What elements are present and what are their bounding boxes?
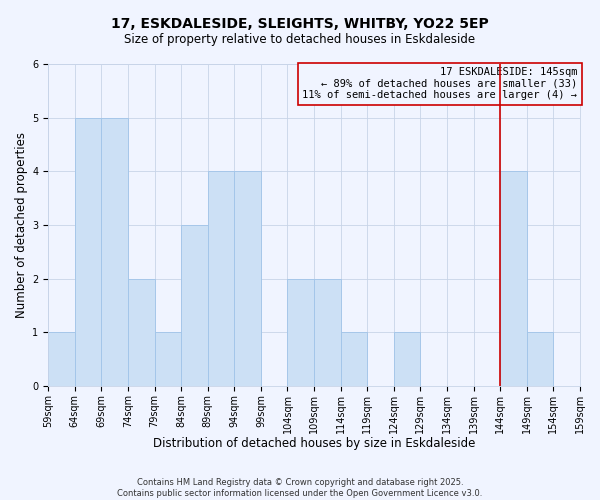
Bar: [181, 225, 208, 386]
Text: 17, ESKDALESIDE, SLEIGHTS, WHITBY, YO22 5EP: 17, ESKDALESIDE, SLEIGHTS, WHITBY, YO22 …: [111, 18, 489, 32]
Bar: [234, 172, 261, 386]
Text: Contains HM Land Registry data © Crown copyright and database right 2025.
Contai: Contains HM Land Registry data © Crown c…: [118, 478, 482, 498]
Bar: [394, 332, 421, 386]
Text: Size of property relative to detached houses in Eskdaleside: Size of property relative to detached ho…: [124, 34, 476, 46]
Bar: [341, 332, 367, 386]
Bar: [75, 118, 101, 386]
Bar: [101, 118, 128, 386]
Text: 17 ESKDALESIDE: 145sqm
← 89% of detached houses are smaller (33)
11% of semi-det: 17 ESKDALESIDE: 145sqm ← 89% of detached…: [302, 67, 577, 100]
Bar: [314, 278, 341, 386]
X-axis label: Distribution of detached houses by size in Eskdaleside: Distribution of detached houses by size …: [153, 437, 475, 450]
Bar: [128, 278, 155, 386]
Bar: [500, 172, 527, 386]
Bar: [48, 332, 75, 386]
Bar: [287, 278, 314, 386]
Bar: [208, 172, 234, 386]
Bar: [155, 332, 181, 386]
Bar: [527, 332, 553, 386]
Y-axis label: Number of detached properties: Number of detached properties: [15, 132, 28, 318]
